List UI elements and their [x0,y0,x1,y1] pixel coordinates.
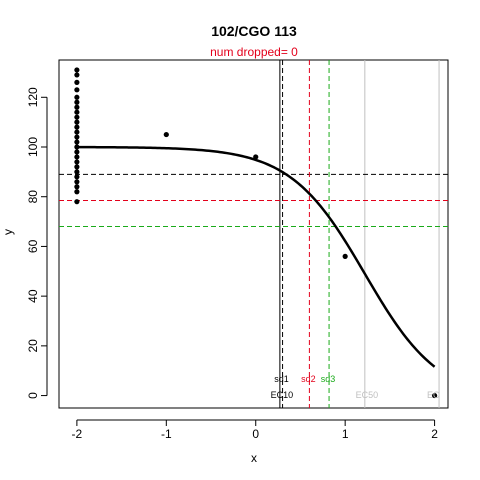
x-tick-label: 2 [431,427,438,441]
data-point [74,149,80,155]
data-point [342,253,348,259]
y-tick-label: 0 [26,392,40,399]
data-point [74,87,80,93]
fit-curve-layer [76,145,436,368]
data-point [74,179,80,185]
line-labels-layer: sd1 sd2 sd3 EC10 EC50 EC [271,374,440,400]
data-point [74,184,80,190]
x-tick-label: -1 [161,427,172,441]
data-point [74,139,80,145]
chart-subtitle: num dropped= 0 [210,45,298,59]
data-point [74,144,80,150]
y-tick-label: 120 [26,87,40,107]
x-tick-label: 1 [342,427,349,441]
x-tick-label: -2 [72,427,83,441]
data-point [74,114,80,120]
data-point [253,154,259,160]
data-point [74,174,80,180]
data-point [74,129,80,135]
x-axis-label: x [251,451,257,465]
y-tick-label: 20 [26,339,40,353]
data-point [74,169,80,175]
data-point [74,154,80,160]
y-tick-label: 100 [26,137,40,157]
x-tick-label: 0 [252,427,259,441]
data-point [74,189,80,195]
fit-curve [76,145,436,368]
y-tick-label: 40 [26,289,40,303]
label-sd3: sd3 [321,374,336,384]
y-tick-label: 80 [26,190,40,204]
data-point [74,67,80,73]
data-point [74,159,80,165]
data-point [74,119,80,125]
data-point [163,131,169,138]
label-ec50: EC50 [356,390,379,400]
plot-frame [58,59,449,409]
data-point [74,134,80,140]
data-point [74,79,80,85]
chart-title: 102/CGO 113 [211,23,297,39]
data-points-layer [74,67,438,399]
label-ec: EC [427,390,440,400]
data-point [74,199,80,205]
y-axis-label: y [1,229,15,235]
label-ec10: EC10 [271,390,294,400]
data-point [74,104,80,110]
data-point [74,99,80,105]
data-point [74,94,80,100]
data-point [74,109,80,115]
y-tick-label: 60 [26,239,40,253]
reference-lines-layer [59,60,448,408]
label-sd2: sd2 [301,374,316,384]
data-point [74,72,80,78]
data-point [431,392,438,399]
data-point [74,164,80,170]
label-sd1: sd1 [274,374,289,384]
data-point [74,124,80,130]
